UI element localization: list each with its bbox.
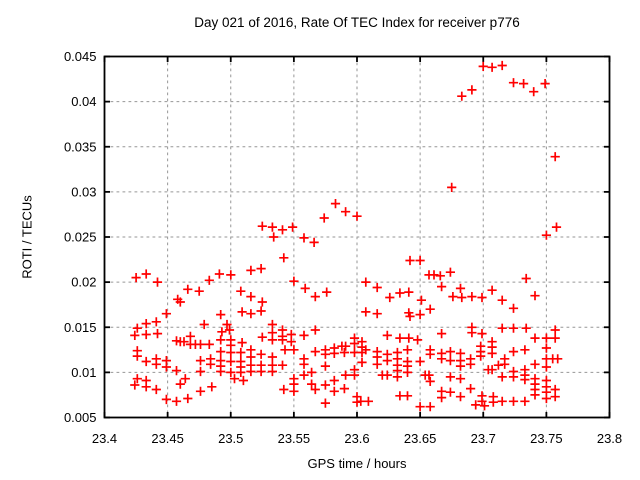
x-tick-label: 23.7 — [471, 431, 496, 446]
y-tick-label: 0.035 — [64, 139, 97, 154]
y-tick-label: 0.045 — [64, 49, 97, 64]
y-tick-label: 0.025 — [64, 230, 97, 245]
x-tick-label: 23.8 — [597, 431, 622, 446]
plot-border — [103, 55, 611, 419]
x-tick-label: 23.45 — [151, 431, 184, 446]
y-tick-label: 0.005 — [64, 410, 97, 425]
y-tick-label: 0.04 — [71, 94, 96, 109]
y-tick-label: 0.02 — [71, 275, 96, 290]
chart-title: Day 021 of 2016, Rate Of TEC Index for r… — [194, 15, 520, 30]
x-tick-label: 23.4 — [92, 431, 117, 446]
x-axis-label: GPS time / hours — [307, 456, 407, 471]
x-tick-label: 23.65 — [404, 431, 437, 446]
x-tick-label: 23.5 — [218, 431, 243, 446]
data-points-plus-markers — [130, 60, 563, 412]
x-tick-label: 23.75 — [530, 431, 563, 446]
x-tick-label: 23.6 — [344, 431, 369, 446]
x-tick-label: 23.55 — [278, 431, 311, 446]
y-tick-label: 0.03 — [71, 184, 96, 199]
y-tick-label: 0.01 — [71, 365, 96, 380]
y-tick-label: 0.015 — [64, 320, 97, 335]
